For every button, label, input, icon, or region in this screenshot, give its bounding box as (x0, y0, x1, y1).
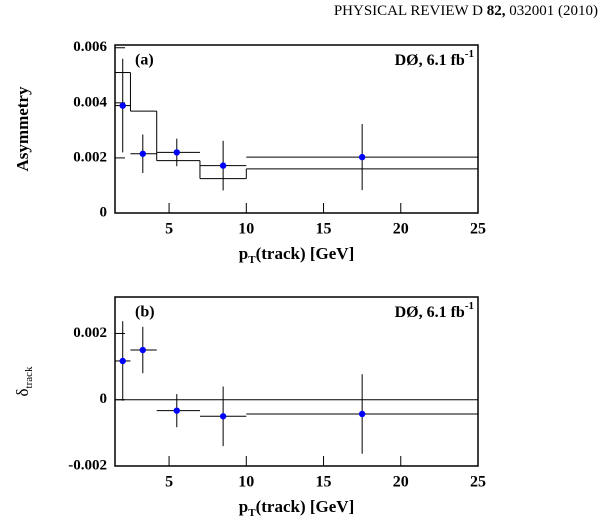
x-tick-label: 25 (470, 221, 486, 238)
x-label-rest: (track) [GeV] (256, 244, 355, 263)
y-label-main: Asymmetry (13, 86, 32, 171)
x-tick-label: 5 (165, 474, 173, 491)
citation: 032001 (2010) (509, 3, 598, 19)
data-point (139, 346, 147, 354)
annotation-main: DØ, 6.1 fb (395, 52, 465, 69)
annotation: DØ, 6.1 fb-1 (395, 48, 474, 69)
x-tick-label: 15 (316, 221, 332, 238)
x-tick-label: 25 (470, 474, 486, 491)
y-tick-label: 0.002 (73, 325, 107, 341)
panel-label: (b) (135, 304, 155, 321)
x-tick-label: 15 (316, 474, 332, 491)
data-point (358, 153, 366, 161)
annotation-sup: -1 (465, 48, 474, 60)
x-tick-label: 5 (165, 221, 173, 238)
plot-frame (114, 44, 479, 214)
y-tick-label: 0 (100, 204, 108, 220)
y-tick-label: 0 (100, 391, 108, 407)
x-label-sub: T (248, 507, 256, 519)
data-point (119, 102, 126, 109)
data-point (119, 357, 126, 365)
plot-frame (114, 296, 479, 467)
annotation-main: DØ, 6.1 fb (395, 304, 465, 321)
x-axis-label: pT(track) [GeV] (239, 244, 354, 266)
x-tick-label: 20 (393, 221, 409, 238)
data-point (173, 407, 180, 414)
x-label-sub: T (248, 254, 256, 266)
annotation-sup: -1 (465, 300, 474, 312)
volume: 82, (487, 3, 506, 19)
x-tick-label: 20 (393, 474, 409, 491)
data-point (358, 410, 366, 418)
x-label-rest: (track) [GeV] (256, 497, 355, 516)
y-tick-label: 0.006 (73, 39, 107, 55)
x-label-main: p (239, 497, 248, 516)
page-header: PHYSICAL REVIEW D 82, 032001 (2010) (334, 3, 598, 19)
y-tick-label: 0.002 (73, 149, 107, 165)
data-point (173, 149, 180, 156)
annotation: DØ, 6.1 fb-1 (395, 300, 474, 321)
y-tick-label: 0.004 (73, 94, 107, 110)
y-label-sub: track (23, 366, 35, 388)
x-label-main: p (239, 244, 248, 263)
y-axis-label: Asymmetry (13, 86, 32, 171)
x-tick-label: 10 (238, 221, 254, 238)
y-axis-label: δtrack (13, 366, 35, 396)
journal: PHYSICAL REVIEW D (334, 3, 483, 19)
data-point (219, 162, 227, 169)
y-label-main: δ (13, 388, 32, 396)
x-axis-label: pT(track) [GeV] (239, 497, 354, 519)
panel-label: (a) (135, 52, 154, 69)
y-tick-label: -0.002 (68, 457, 107, 473)
data-point (139, 150, 147, 157)
data-point (219, 413, 227, 420)
x-tick-label: 10 (238, 474, 254, 491)
